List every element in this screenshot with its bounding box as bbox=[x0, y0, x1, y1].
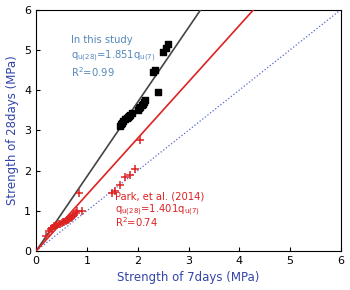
Point bbox=[150, 70, 156, 74]
Point bbox=[49, 226, 54, 231]
Point bbox=[136, 106, 141, 110]
Point bbox=[68, 216, 74, 220]
Text: $\mathregular{R^2}$=0.74: $\mathregular{R^2}$=0.74 bbox=[115, 215, 158, 229]
Point bbox=[43, 233, 49, 238]
Point bbox=[122, 117, 128, 121]
Point bbox=[140, 102, 146, 106]
Point bbox=[46, 229, 51, 233]
Point bbox=[73, 211, 78, 215]
Point bbox=[163, 46, 168, 50]
Point bbox=[58, 221, 63, 226]
Point bbox=[50, 225, 55, 230]
Point bbox=[132, 166, 138, 171]
Point bbox=[65, 217, 70, 222]
Point bbox=[64, 217, 69, 222]
Point bbox=[122, 174, 128, 179]
Point bbox=[77, 190, 82, 195]
Text: $\mathregular{q_{u(28)}}$=1.851$\mathregular{q_{u(7)}}$: $\mathregular{q_{u(28)}}$=1.851$\mathreg… bbox=[71, 48, 155, 64]
Point bbox=[52, 223, 58, 228]
Point bbox=[129, 111, 134, 116]
Point bbox=[69, 215, 75, 219]
Point bbox=[142, 98, 148, 102]
Point bbox=[66, 217, 72, 221]
Text: $\mathregular{q_{u(28)}}$=1.401$\mathregular{q_{u(7)}}$: $\mathregular{q_{u(28)}}$=1.401$\mathreg… bbox=[115, 202, 200, 218]
Point bbox=[59, 220, 64, 225]
Y-axis label: Strength of 28days (MPa): Strength of 28days (MPa) bbox=[6, 55, 19, 205]
Point bbox=[55, 222, 60, 227]
Point bbox=[71, 213, 77, 217]
Point bbox=[120, 121, 125, 125]
X-axis label: Strength of 7days (MPa): Strength of 7days (MPa) bbox=[117, 271, 260, 284]
Point bbox=[60, 220, 65, 224]
Point bbox=[127, 172, 133, 177]
Text: $\mathregular{R^2}$=0.99: $\mathregular{R^2}$=0.99 bbox=[71, 65, 114, 79]
Text: Park, et al. (2014): Park, et al. (2014) bbox=[115, 192, 204, 202]
Point bbox=[117, 124, 123, 128]
Point bbox=[74, 209, 79, 213]
Point bbox=[141, 100, 147, 104]
Point bbox=[135, 108, 140, 113]
Point bbox=[117, 182, 123, 187]
Point bbox=[139, 103, 145, 108]
Point bbox=[138, 105, 143, 109]
Point bbox=[63, 219, 68, 223]
Point bbox=[125, 115, 130, 120]
Point bbox=[56, 222, 62, 226]
Point bbox=[110, 190, 115, 195]
Point bbox=[127, 113, 133, 117]
Point bbox=[112, 188, 118, 193]
Point bbox=[160, 50, 166, 54]
Text: In this study: In this study bbox=[71, 35, 132, 45]
Point bbox=[121, 119, 126, 124]
Point bbox=[124, 116, 130, 121]
Point bbox=[54, 222, 59, 227]
Point bbox=[166, 41, 171, 46]
Point bbox=[61, 220, 67, 224]
Point bbox=[119, 122, 124, 126]
Point bbox=[70, 213, 76, 218]
Point bbox=[51, 224, 57, 229]
Point bbox=[126, 114, 131, 119]
Point bbox=[153, 68, 158, 72]
Point bbox=[79, 209, 85, 213]
Point bbox=[138, 138, 143, 143]
Point bbox=[155, 90, 161, 94]
